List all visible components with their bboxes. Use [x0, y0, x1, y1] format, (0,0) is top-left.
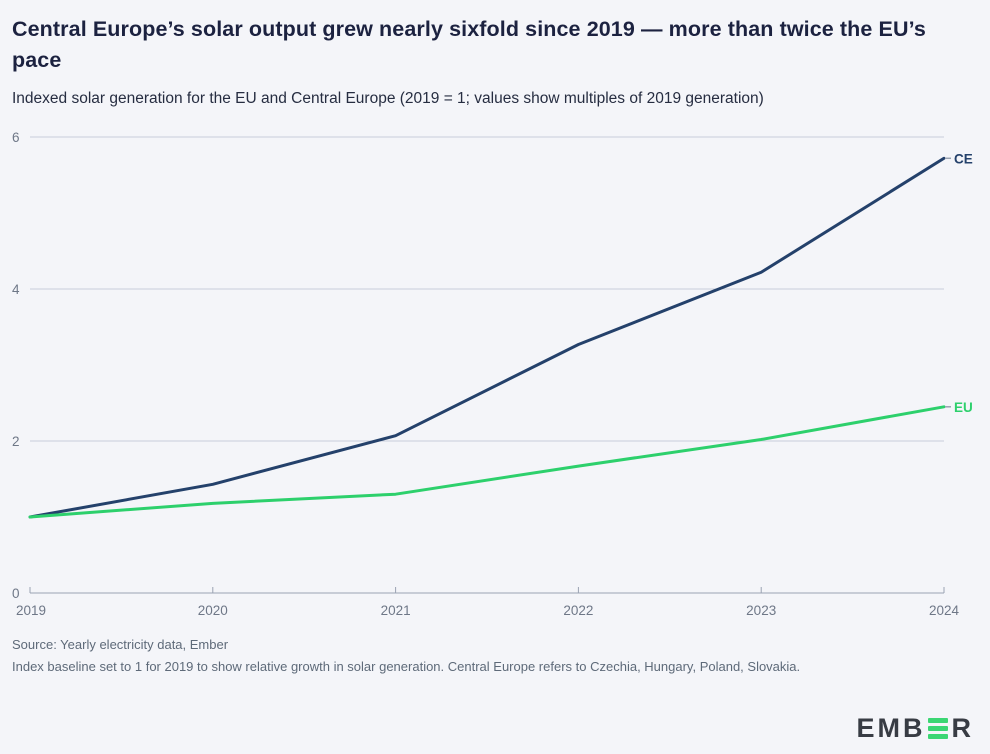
source-note: Source: Yearly electricity data, Ember	[12, 637, 229, 653]
page-title: Central Europe’s solar output grew nearl…	[12, 17, 926, 73]
ember-logo-text-suffix: R	[951, 713, 974, 743]
series-line-EU	[28, 405, 946, 519]
chart-footer: Source: Yearly electricity data, Ember I…	[12, 634, 976, 678]
line-chart: 0 2 4 6 2019 2020 2021 2022 2023 2024 CE EU	[0, 119, 990, 627]
x-tick-label: 2021	[381, 603, 411, 618]
y-tick-label: 4	[12, 282, 20, 297]
y-tick-label: 2	[12, 434, 20, 449]
y-tick-label: 0	[12, 586, 20, 601]
series-label-EU: EU	[954, 400, 973, 415]
y-tick-label: 6	[12, 130, 20, 145]
series-label-CE: CE	[954, 151, 973, 166]
ember-logo-text-prefix: EMB	[856, 713, 926, 743]
x-tick-label: 2019	[16, 603, 46, 618]
x-tick-label: 2020	[198, 603, 228, 618]
x-tick-label: 2023	[746, 603, 776, 618]
chart-canvas: 0 2 4 6 2019 2020 2021 2022 2023 2024 CE EU	[12, 130, 973, 618]
series-line-CE	[28, 156, 946, 519]
ember-logo-e-icon	[927, 718, 948, 739]
chart-subtitle: Indexed solar generation for the EU and …	[12, 90, 764, 108]
chart-page: Central Europe’s solar output grew nearl…	[0, 14, 990, 754]
x-tick-label: 2022	[563, 603, 593, 618]
ember-logo: EMB R	[857, 713, 975, 744]
footnote: Index baseline set to 1 for 2019 to show…	[12, 659, 801, 675]
x-tick-label: 2024	[929, 603, 960, 618]
